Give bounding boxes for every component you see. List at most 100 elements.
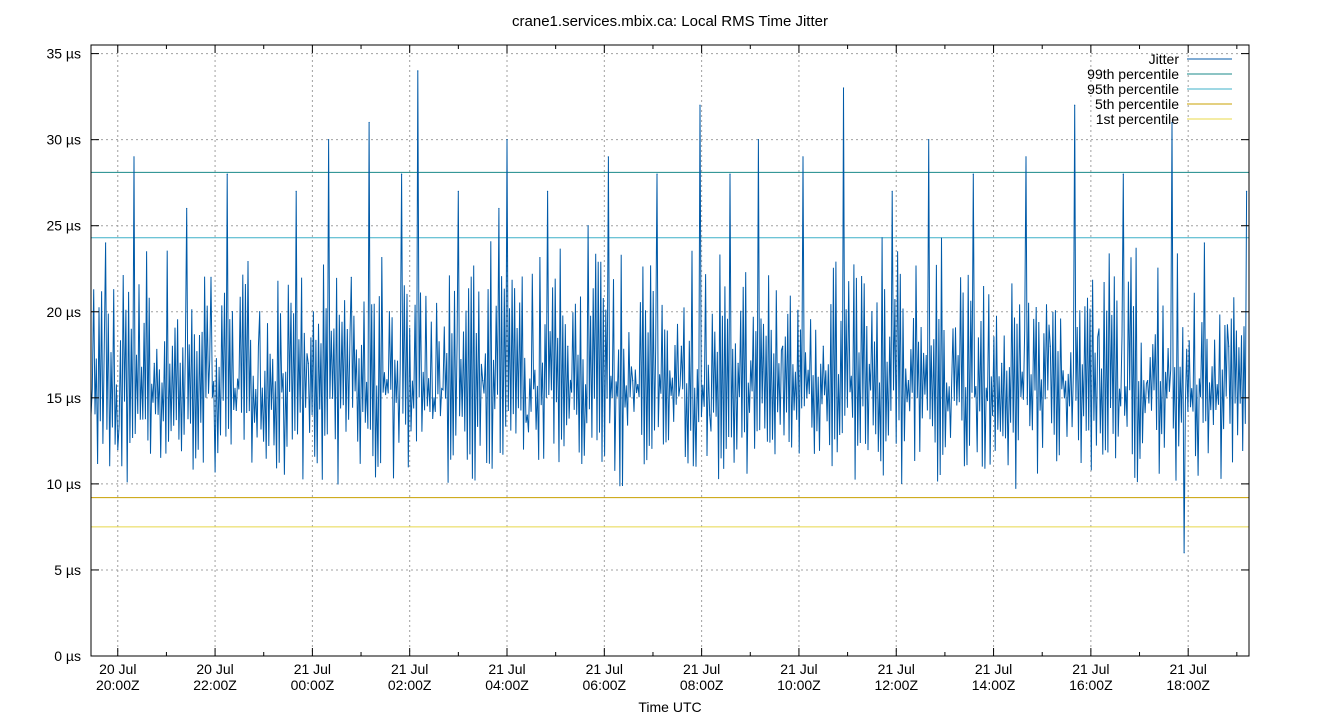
jitter-point bbox=[587, 225, 589, 227]
x-tick-date-label: 21 Jul bbox=[294, 661, 331, 677]
jitter-point bbox=[546, 190, 549, 192]
jitter-point bbox=[307, 362, 309, 365]
x-axis-label: Time UTC bbox=[638, 699, 701, 715]
jitter-point bbox=[1049, 345, 1051, 347]
legend-label: 5th percentile bbox=[1095, 96, 1179, 112]
x-tick-date-label: 21 Jul bbox=[683, 661, 720, 677]
jitter-point bbox=[1147, 380, 1149, 382]
jitter-point bbox=[567, 345, 569, 347]
y-tick-label: 15 µs bbox=[46, 390, 81, 406]
jitter-point bbox=[1001, 362, 1003, 365]
jitter-point bbox=[656, 173, 658, 175]
x-tick-time-label: 08:00Z bbox=[680, 677, 724, 693]
x-tick-date-label: 21 Jul bbox=[586, 661, 623, 677]
jitter-point bbox=[388, 311, 391, 313]
x-tick-time-label: 04:00Z bbox=[485, 677, 529, 693]
jitter-point bbox=[822, 345, 824, 347]
percentile-lines bbox=[91, 171, 1249, 528]
jitter-point bbox=[607, 156, 609, 158]
jitter-point bbox=[1171, 121, 1173, 124]
x-tick-time-label: 10:00Z bbox=[777, 677, 821, 693]
legend-label: 1st percentile bbox=[1096, 111, 1179, 127]
jitter-point bbox=[842, 87, 845, 89]
jitter-point bbox=[498, 207, 500, 210]
jitter-point bbox=[632, 380, 634, 382]
jitter-point bbox=[350, 276, 352, 278]
jitter-point bbox=[802, 156, 804, 158]
jitter-point bbox=[186, 207, 188, 210]
jitter-point bbox=[907, 380, 910, 382]
y-tick-label: 30 µs bbox=[46, 132, 81, 148]
jitter-point bbox=[133, 156, 135, 158]
jitter-point bbox=[259, 311, 261, 313]
jitter-point bbox=[952, 328, 954, 330]
jitter-point bbox=[729, 173, 731, 175]
x-tick-date-label: 21 Jul bbox=[878, 661, 915, 677]
x-tick-time-label: 02:00Z bbox=[388, 677, 432, 693]
jitter-point bbox=[457, 190, 459, 192]
jitter-point bbox=[506, 139, 508, 141]
x-tick-time-label: 16:00Z bbox=[1069, 677, 1113, 693]
x-tick-time-label: 18:00Z bbox=[1166, 677, 1210, 693]
x-tick-time-label: 22:00Z bbox=[193, 677, 237, 693]
x-tick-date-label: 21 Jul bbox=[391, 661, 428, 677]
jitter-point bbox=[680, 345, 682, 347]
x-tick-date-label: 20 Jul bbox=[196, 661, 233, 677]
jitter-point bbox=[417, 70, 419, 72]
x-tick-date-label: 21 Jul bbox=[975, 661, 1012, 677]
legend-label: 99th percentile bbox=[1087, 66, 1179, 82]
jitter-point bbox=[433, 397, 435, 399]
x-tick-time-label: 06:00Z bbox=[583, 677, 627, 693]
jitter-point bbox=[1183, 552, 1185, 554]
jitter-point bbox=[1025, 156, 1027, 158]
jitter-point bbox=[891, 190, 893, 192]
x-tick-time-label: 12:00Z bbox=[874, 677, 918, 693]
jitter-point bbox=[928, 139, 930, 141]
jitter-point bbox=[757, 139, 759, 141]
jitter-point bbox=[153, 362, 155, 365]
x-tick-date-label: 21 Jul bbox=[1072, 661, 1109, 677]
jitter-series bbox=[90, 70, 1248, 554]
jitter-point bbox=[871, 311, 873, 313]
x-tick-date-label: 21 Jul bbox=[488, 661, 525, 677]
jitter-point bbox=[1122, 173, 1124, 175]
legend-label: Jitter bbox=[1149, 51, 1180, 67]
jitter-point bbox=[104, 242, 107, 244]
jitter-point bbox=[1203, 242, 1205, 244]
x-tick-date-label: 20 Jul bbox=[99, 661, 136, 677]
y-axis-ticks: 0 µs 5 µs 10 µs 15 µs 20 µs 25 µs 30 µs 35 µs bbox=[46, 46, 1249, 664]
jitter-point bbox=[972, 173, 974, 175]
jitter-point bbox=[368, 121, 370, 124]
x-tick-time-label: 20:00Z bbox=[96, 677, 140, 693]
x-tick-date-label: 21 Jul bbox=[1170, 661, 1207, 677]
plot-frame bbox=[90, 44, 1250, 657]
jitter-point bbox=[737, 362, 739, 365]
x-tick-date-label: 21 Jul bbox=[780, 661, 817, 677]
jitter-point bbox=[1228, 345, 1230, 347]
jitter-point bbox=[226, 173, 228, 175]
jitter-point bbox=[699, 104, 701, 106]
jitter-point bbox=[295, 190, 297, 192]
jitter-point bbox=[1245, 190, 1248, 192]
x-tick-time-label: 14:00Z bbox=[972, 677, 1016, 693]
jitter-point bbox=[1098, 328, 1100, 330]
legend-label: 95th percentile bbox=[1087, 81, 1179, 97]
jitter-line bbox=[90, 70, 1248, 553]
x-tick-time-label: 00:00Z bbox=[291, 677, 335, 693]
jitter-point bbox=[526, 414, 528, 416]
y-tick-label: 25 µs bbox=[46, 218, 81, 234]
jitter-point bbox=[328, 139, 330, 141]
y-tick-label: 20 µs bbox=[46, 304, 81, 320]
jitter-point bbox=[782, 345, 784, 347]
jitter-point bbox=[1074, 104, 1076, 106]
jitter-point bbox=[400, 173, 403, 175]
y-tick-label: 35 µs bbox=[46, 46, 81, 62]
y-tick-label: 0 µs bbox=[54, 648, 81, 664]
jitter-point bbox=[709, 414, 711, 416]
chart-title: crane1.services.mbix.ca: Local RMS Time … bbox=[512, 13, 828, 30]
jitter-point bbox=[482, 380, 484, 382]
jitter-point bbox=[210, 276, 212, 278]
